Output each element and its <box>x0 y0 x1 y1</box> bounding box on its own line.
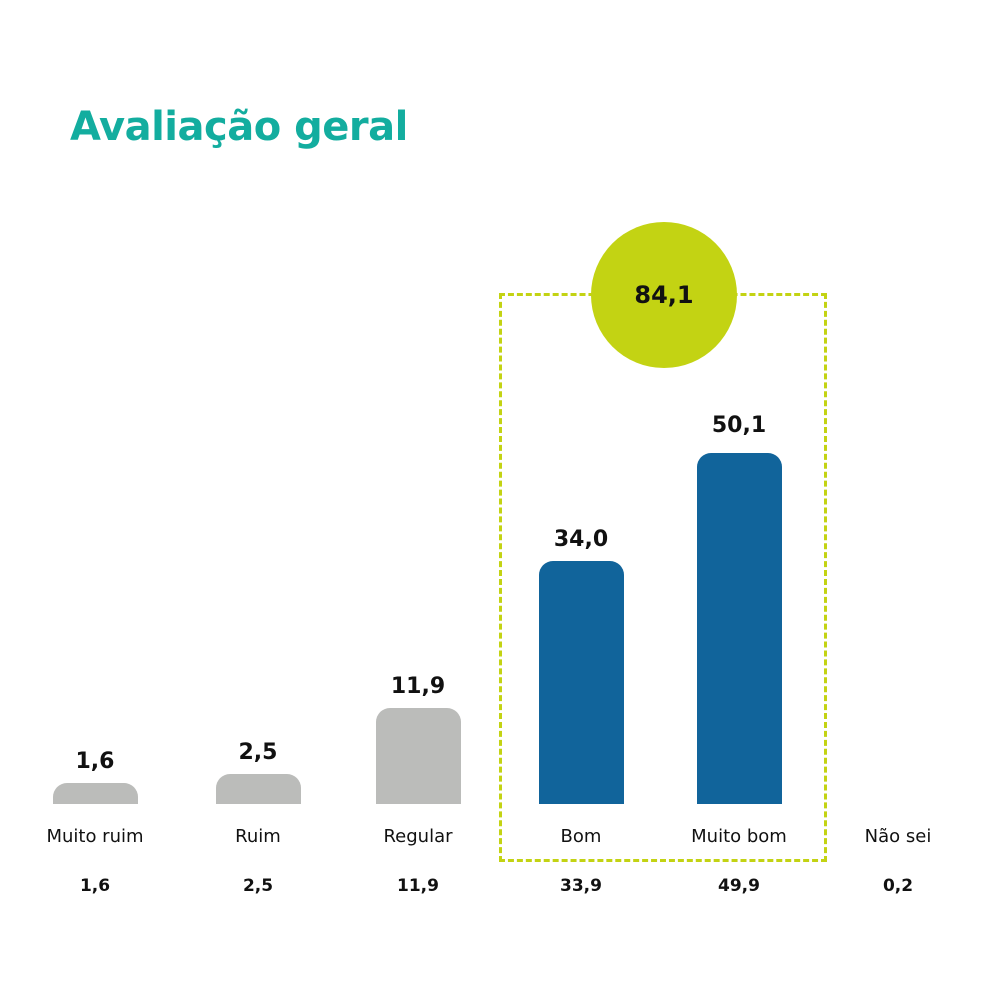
bar-value-label: 1,6 <box>75 749 115 774</box>
chart-title: Avaliação geral <box>70 104 408 150</box>
category-label: Regular <box>383 826 453 847</box>
bar-bom <box>539 561 624 804</box>
bar-value-label: 2,5 <box>238 740 278 765</box>
sub-value: 0,2 <box>882 876 914 896</box>
category-label: Ruim <box>235 826 281 847</box>
category-label: Muito ruim <box>46 826 144 847</box>
sub-value: 1,6 <box>79 876 111 896</box>
bar-value-label: 50,1 <box>711 413 767 438</box>
sub-value: 11,9 <box>397 876 439 896</box>
bar-muito-bom <box>697 453 782 804</box>
sub-value: 33,9 <box>560 876 602 896</box>
bar-ruim <box>216 774 301 804</box>
bar-muito-ruim <box>53 783 138 804</box>
bar-value-label: 34,0 <box>553 527 609 552</box>
sub-value: 49,9 <box>718 876 760 896</box>
category-label: Não sei <box>864 826 932 847</box>
sub-value: 2,5 <box>242 876 274 896</box>
category-label: Bom <box>560 826 602 847</box>
positive-total-circle: 84,1 <box>591 222 737 368</box>
category-label: Muito bom <box>691 826 787 847</box>
positive-total-value: 84,1 <box>634 281 694 309</box>
bar-value-label: 11,9 <box>390 674 446 699</box>
bar-regular <box>376 708 461 804</box>
